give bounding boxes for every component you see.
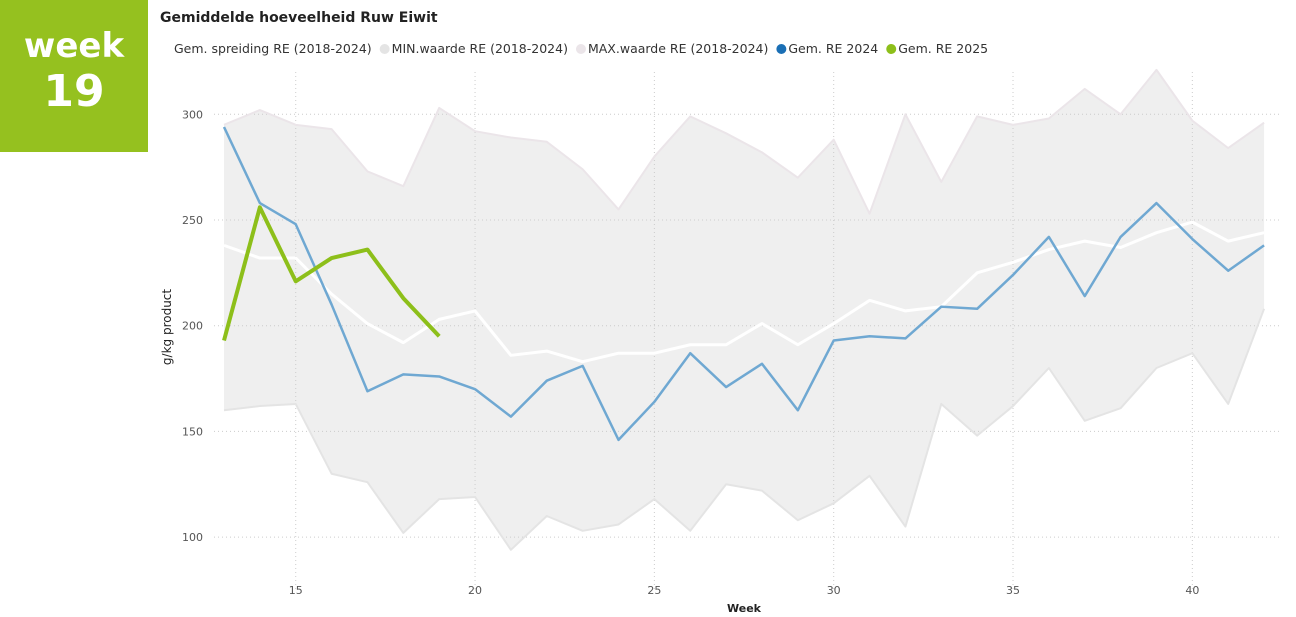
- series-line: [222, 126, 1265, 442]
- legend-label: MAX.waarde RE (2018-2024): [588, 41, 768, 56]
- legend-swatch: [575, 44, 586, 54]
- legend-swatch: [886, 44, 897, 54]
- x-tick-label: 40: [1185, 584, 1199, 597]
- range-band: [224, 69, 1265, 550]
- series-line: [222, 205, 441, 342]
- legend-label: Gem. spreiding RE (2018-2024): [174, 41, 372, 56]
- series-line: [223, 68, 1265, 215]
- x-tick-label: 25: [647, 584, 661, 597]
- series-line: [223, 220, 1265, 364]
- week-badge: week 19: [0, 0, 148, 152]
- badge-number: 19: [43, 66, 105, 117]
- legend-swatch: [776, 44, 787, 54]
- chart-title: Gemiddelde hoeveelheid Ruw Eiwit: [160, 10, 438, 26]
- x-tick-label: 35: [1006, 584, 1020, 597]
- x-tick-label: 20: [468, 584, 482, 597]
- legend-label: Gem. RE 2024: [788, 41, 878, 56]
- badge-label: week: [23, 26, 125, 66]
- x-tick-label: 15: [289, 584, 303, 597]
- y-axis-label: g/kg product: [160, 289, 174, 365]
- legend-label: Gem. RE 2025: [898, 41, 988, 56]
- y-tick-label: 300: [182, 108, 203, 121]
- x-tick-label: 30: [827, 584, 841, 597]
- y-tick-label: 200: [182, 320, 203, 333]
- legend-label: MIN.waarde RE (2018-2024): [392, 41, 568, 56]
- series-line: [223, 308, 1266, 551]
- legend-swatch: [379, 44, 390, 54]
- x-axis-label: Week: [727, 602, 762, 615]
- y-tick-label: 100: [182, 531, 203, 544]
- y-tick-label: 150: [182, 425, 203, 438]
- y-tick-label: 250: [182, 214, 203, 227]
